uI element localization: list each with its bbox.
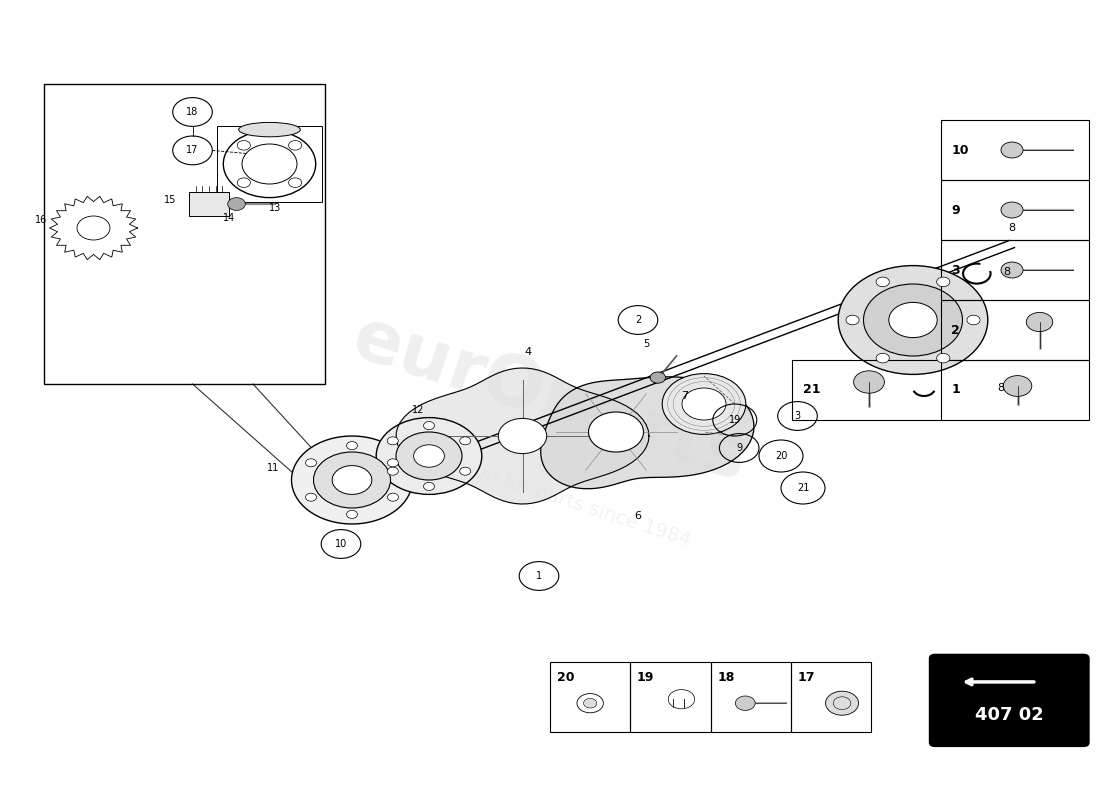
Text: 407 02: 407 02 (975, 706, 1044, 724)
Bar (940, 240, 1089, 300)
Text: 16: 16 (34, 215, 47, 225)
Bar (189, 192, 229, 216)
Text: 21: 21 (796, 483, 810, 493)
Text: 10: 10 (952, 143, 969, 157)
Text: 13: 13 (268, 203, 282, 213)
Circle shape (825, 691, 859, 715)
Polygon shape (541, 377, 754, 489)
Circle shape (387, 437, 398, 445)
Text: 18: 18 (186, 107, 199, 117)
Bar (217, 126, 322, 202)
Circle shape (588, 412, 643, 452)
Text: a passion for parts since 1984: a passion for parts since 1984 (407, 442, 693, 550)
Circle shape (936, 354, 949, 363)
Bar (792, 360, 1089, 420)
Circle shape (414, 445, 444, 467)
Circle shape (346, 510, 358, 518)
Circle shape (650, 372, 666, 383)
Circle shape (498, 418, 547, 454)
Bar (940, 300, 1089, 360)
Text: 8: 8 (998, 383, 1004, 393)
Text: eurOparts: eurOparts (344, 304, 756, 496)
Text: 14: 14 (222, 214, 235, 223)
Circle shape (838, 266, 988, 374)
FancyBboxPatch shape (930, 654, 1089, 746)
Circle shape (889, 302, 937, 338)
Circle shape (387, 493, 398, 501)
Circle shape (936, 277, 949, 286)
Circle shape (396, 432, 462, 480)
Text: 19: 19 (637, 671, 654, 684)
Bar (940, 120, 1089, 180)
Text: 4: 4 (525, 347, 531, 357)
Text: 21: 21 (803, 383, 821, 397)
Text: 7: 7 (681, 391, 689, 401)
Text: 12: 12 (411, 405, 425, 414)
Text: 17: 17 (186, 146, 199, 155)
Bar (630, 662, 711, 732)
Circle shape (387, 458, 398, 466)
Text: 3: 3 (794, 411, 801, 421)
Circle shape (583, 698, 596, 708)
Bar (711, 662, 791, 732)
Bar (44, 84, 324, 384)
Circle shape (332, 466, 372, 494)
Circle shape (854, 370, 884, 393)
Circle shape (346, 442, 358, 450)
Text: 10: 10 (334, 539, 348, 549)
Circle shape (1026, 312, 1053, 331)
Text: 8: 8 (1003, 267, 1010, 277)
Text: 9: 9 (736, 443, 743, 453)
Circle shape (662, 374, 746, 434)
Ellipse shape (239, 122, 300, 137)
Text: 5: 5 (644, 339, 650, 349)
Circle shape (876, 354, 889, 363)
Circle shape (387, 467, 398, 475)
Circle shape (1001, 262, 1023, 278)
Circle shape (292, 436, 412, 524)
Bar (550, 662, 630, 732)
Text: 19: 19 (728, 415, 741, 425)
Text: 6: 6 (635, 511, 641, 521)
Text: 20: 20 (557, 671, 574, 684)
Polygon shape (396, 368, 649, 504)
Text: 15: 15 (164, 195, 177, 205)
Circle shape (460, 467, 471, 475)
Circle shape (735, 696, 755, 710)
Text: 1: 1 (536, 571, 542, 581)
Text: 2: 2 (635, 315, 641, 325)
Text: 2: 2 (952, 323, 960, 337)
Circle shape (846, 315, 859, 325)
Text: 3: 3 (952, 263, 960, 277)
Circle shape (306, 458, 317, 466)
Circle shape (376, 418, 482, 494)
Circle shape (1001, 142, 1023, 158)
Circle shape (424, 482, 434, 490)
Bar (940, 180, 1089, 240)
Text: 8: 8 (1009, 223, 1015, 233)
Text: 11: 11 (266, 463, 279, 473)
Bar (791, 662, 871, 732)
Circle shape (864, 284, 962, 356)
Circle shape (424, 422, 434, 430)
Circle shape (967, 315, 980, 325)
Circle shape (1003, 375, 1032, 396)
Circle shape (876, 277, 889, 286)
Circle shape (228, 198, 245, 210)
Text: 9: 9 (952, 203, 960, 217)
Text: 1: 1 (952, 383, 960, 397)
Circle shape (306, 493, 317, 501)
Text: 17: 17 (798, 671, 815, 684)
Circle shape (460, 437, 471, 445)
Circle shape (314, 452, 390, 508)
Text: 18: 18 (717, 671, 735, 684)
Circle shape (682, 388, 726, 420)
Text: 20: 20 (774, 451, 788, 461)
Circle shape (1001, 202, 1023, 218)
